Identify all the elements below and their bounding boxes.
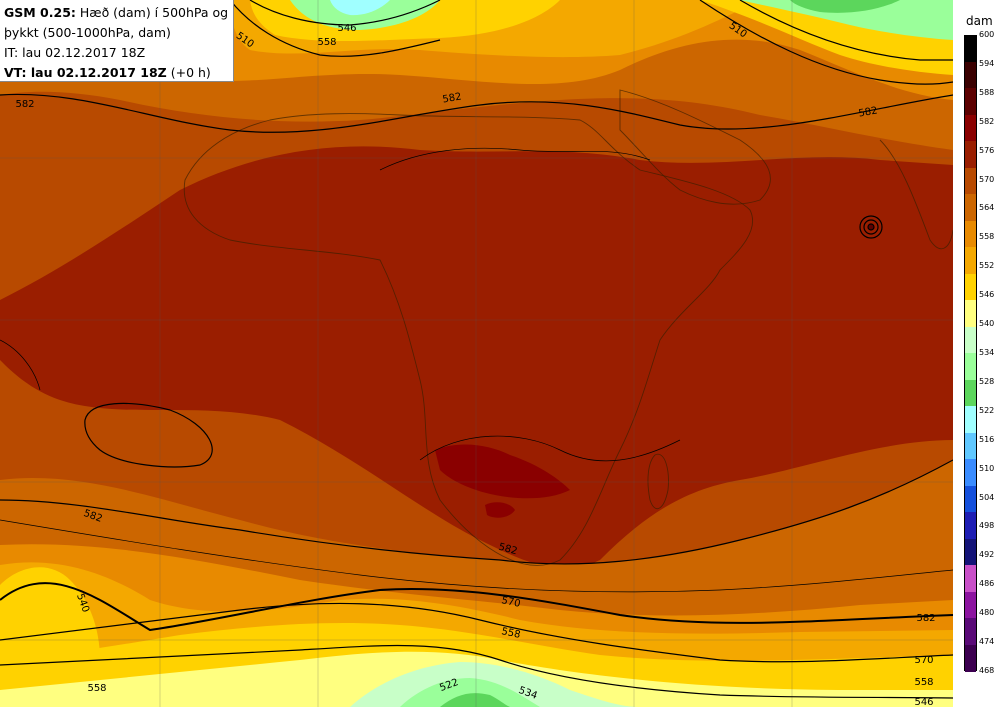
legend-tick-label: 546 <box>979 290 995 300</box>
region-582-small <box>485 502 515 518</box>
legend-tick-label: 528 <box>979 376 995 386</box>
legend-color-cell <box>965 538 976 566</box>
legend-tick-label: 504 <box>979 492 995 502</box>
contour-label: 558 <box>87 683 106 694</box>
band-north-east-light <box>790 0 900 13</box>
legend-color-cell <box>965 618 976 645</box>
forecast-offset: (+0 h) <box>170 65 211 80</box>
legend-tick-label: 522 <box>979 405 995 415</box>
legend-color-cell <box>965 114 976 142</box>
legend-color-cell <box>965 379 976 407</box>
band-south-534 <box>400 678 540 707</box>
legend-tick-label: 516 <box>979 434 995 444</box>
legend-tick-label: 468 <box>979 666 995 675</box>
contour-label: 558 <box>914 677 933 688</box>
legend-color-cell <box>965 353 976 380</box>
legend-tick-label: 564 <box>979 203 995 213</box>
legend-color-cell <box>965 273 976 301</box>
coastline-madagascar <box>647 453 669 510</box>
legend-color-cell <box>965 591 976 619</box>
legend-tick-label: 558 <box>979 232 995 242</box>
legend-color-cell <box>965 326 976 354</box>
map-info-box: GSM 0.25: Hæð (dam) í 500hPa og þykkt (5… <box>0 0 234 82</box>
legend-color-cell <box>965 459 976 486</box>
legend-color-cell <box>965 194 976 221</box>
legend-color-cell <box>965 644 976 672</box>
title-row-1: GSM 0.25: Hæð (dam) í 500hPa og <box>4 3 233 23</box>
contour-label: 582 <box>858 105 879 119</box>
legend-tick-label: 498 <box>979 521 995 531</box>
contour-label: 582 <box>916 613 935 624</box>
band-north-cyan <box>330 0 390 16</box>
legend-color-cell <box>965 88 976 115</box>
coastline-africa <box>183 113 754 566</box>
band-south-528 <box>440 693 510 707</box>
contour-label: 582 <box>15 99 34 110</box>
legend-color-cell <box>965 432 976 460</box>
legend-color-cell <box>965 35 976 62</box>
legend-color-cell <box>965 247 976 274</box>
legend-unit: dam <box>966 14 993 28</box>
model-name: GSM 0.25: <box>4 5 76 20</box>
region-576 <box>0 146 953 569</box>
cyclone-marker <box>859 215 883 239</box>
legend-tick-label: 552 <box>979 261 995 271</box>
title-line-2: þykkt (500-1000hPa, dam) <box>4 25 171 40</box>
contour-label: 558 <box>500 626 521 641</box>
legend-color-cell <box>965 220 976 248</box>
contour-label: 546 <box>914 697 933 707</box>
legend-tick-label: 480 <box>979 608 995 618</box>
contour-label: 582 <box>497 542 518 558</box>
legend-tick-label: 540 <box>979 319 995 329</box>
legend-tick-label: 510 <box>979 463 995 473</box>
grid-lines <box>0 0 953 707</box>
contour-label: 546 <box>337 23 356 34</box>
band-north-east-green <box>740 0 953 40</box>
legend-color-cell <box>965 565 976 592</box>
title-line-1: Hæð (dam) í 500hPa og <box>79 5 229 20</box>
color-legend: dam 600 594 588 582 576 570 564 558 552 546 540 534… <box>953 0 1000 707</box>
contour-label: 570 <box>500 595 521 610</box>
band-north-green <box>290 0 440 30</box>
legend-tick-label: 582 <box>979 116 995 126</box>
init-time: IT: lau 02.12.2017 18Z <box>4 45 146 60</box>
legend-tick-label: 600 <box>979 30 995 39</box>
legend-color-cell <box>965 512 976 539</box>
region-582 <box>435 444 570 499</box>
height-contours <box>0 0 953 699</box>
legend-tick-label: 594 <box>979 58 995 68</box>
legend-tick-label: 534 <box>979 348 995 357</box>
contour-label: 582 <box>442 91 463 105</box>
legend-tick-label: 588 <box>979 87 995 97</box>
contour-label: 558 <box>317 37 336 48</box>
legend-color-cell <box>965 406 976 433</box>
legend-tick-label: 570 <box>979 174 995 184</box>
legend-color-cell <box>965 141 976 168</box>
contour-label: 570 <box>914 655 933 666</box>
coastline-arabia <box>619 89 771 205</box>
legend-color-cell <box>965 485 976 513</box>
legend-color-bar <box>964 35 977 672</box>
legend-color-cell <box>965 61 976 89</box>
legend-tick-label: 576 <box>979 145 995 155</box>
valid-time-row: VT: lau 02.12.2017 18Z (+0 h) <box>4 63 233 83</box>
legend-tick-label: 486 <box>979 579 995 589</box>
thickness-contours <box>0 147 953 593</box>
valid-time: VT: lau 02.12.2017 18Z <box>4 65 167 80</box>
legend-color-cell <box>965 167 976 195</box>
legend-color-cell <box>965 300 976 327</box>
legend-tick-label: 492 <box>979 550 995 560</box>
legend-tick-label: 474 <box>979 637 995 647</box>
coastline-india <box>879 139 953 250</box>
